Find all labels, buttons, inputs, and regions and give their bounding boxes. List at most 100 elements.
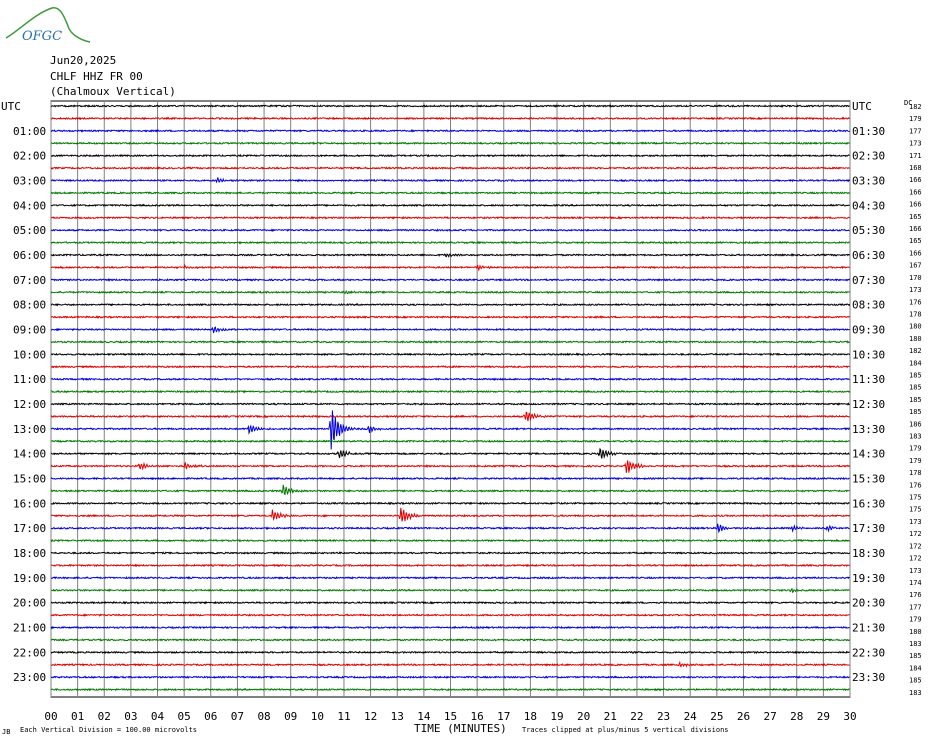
- dc-offset-label: 185: [909, 408, 922, 416]
- dc-label: DC: [904, 99, 912, 107]
- x-axis-title: TIME (MINUTES): [414, 722, 507, 735]
- right-time-label: 04:30: [852, 199, 885, 212]
- left-time-label: 17:00: [13, 522, 46, 535]
- right-time-label: 20:30: [852, 597, 885, 610]
- left-time-label: 06:00: [13, 249, 46, 262]
- x-tick-label: 15: [444, 710, 457, 723]
- right-time-label: 19:30: [852, 572, 885, 585]
- right-time-label: 15:30: [852, 473, 885, 486]
- seismic-trace: [50, 447, 850, 459]
- dc-offset-label: 180: [909, 628, 922, 636]
- seismic-trace: [50, 675, 850, 680]
- x-tick-label: 30: [843, 710, 856, 723]
- seismic-trace: [50, 339, 850, 344]
- x-tick-label: 07: [231, 710, 244, 723]
- left-time-label: 07:00: [13, 274, 46, 287]
- seismic-trace: [50, 501, 850, 506]
- traces: [50, 104, 851, 692]
- seismic-trace: [50, 389, 851, 394]
- right-time-label: 14:30: [852, 448, 885, 461]
- dc-offset-label: 166: [909, 201, 922, 209]
- dc-offset-label: 178: [909, 469, 922, 477]
- location-label: (Chalmoux Vertical): [50, 85, 176, 98]
- right-time-label: 21:30: [852, 622, 885, 635]
- seismic-trace: [51, 315, 850, 319]
- dc-offset-label: 179: [909, 616, 922, 624]
- x-tick-label: 09: [284, 710, 297, 723]
- right-time-label: 18:30: [852, 547, 885, 560]
- right-time-label: 05:30: [852, 224, 885, 237]
- right-time-label: 10:30: [852, 348, 885, 361]
- dc-offset-label: 171: [909, 152, 922, 160]
- seismic-trace: [50, 326, 850, 334]
- dc-offset-label: 183: [909, 640, 922, 648]
- left-time-labels: UTC 01:00 02:00 03:00 04:00 05:00 06:00 07:00 08…: [1, 100, 46, 684]
- left-time-label: 20:00: [13, 597, 46, 610]
- left-time-label: 03:00: [13, 175, 46, 188]
- dc-offset-label: 180: [909, 335, 922, 343]
- x-tick-label: 05: [178, 710, 191, 723]
- seismic-trace: [50, 166, 850, 171]
- seismic-trace: [50, 263, 850, 272]
- seismic-trace: [50, 600, 851, 605]
- seismic-trace: [50, 352, 851, 357]
- seismic-trace: [50, 625, 850, 630]
- dc-offset-label: 185: [909, 652, 922, 660]
- dc-offset-label: 173: [909, 518, 922, 526]
- right-time-label: 16:30: [852, 497, 885, 510]
- right-time-label: 02:30: [852, 150, 885, 163]
- right-time-label: 03:30: [852, 175, 885, 188]
- right-time-label: UTC: [852, 100, 872, 113]
- seismic-trace: [50, 141, 850, 146]
- right-time-label: 01:30: [852, 125, 885, 138]
- dc-offset-label: 179: [909, 457, 922, 465]
- x-tick-label: 21: [604, 710, 617, 723]
- right-time-label: 06:30: [852, 249, 885, 262]
- seismic-trace: [50, 191, 850, 195]
- right-time-label: 07:30: [852, 274, 885, 287]
- x-tick-label: 28: [790, 710, 803, 723]
- dc-offset-label: 185: [909, 396, 922, 404]
- dc-offset-label: 179: [909, 445, 922, 453]
- dc-offset-label: 166: [909, 188, 922, 196]
- dc-offset-label: 184: [909, 359, 922, 367]
- dc-offset-label: 166: [909, 249, 922, 257]
- dc-offset-label: 172: [909, 542, 922, 550]
- seismic-trace: [50, 687, 850, 692]
- dc-offset-label: 182: [909, 347, 922, 355]
- x-tick-label: 19: [550, 710, 563, 723]
- date-label: Jun20,2025: [50, 54, 116, 67]
- dc-offset-labels: 182 179 177 173 171 168 166 166 166 165 166 165 166 1…: [909, 103, 922, 697]
- seismic-trace: [50, 104, 850, 108]
- left-time-label: 18:00: [13, 547, 46, 560]
- dc-offset-label: 170: [909, 274, 922, 282]
- dc-offset-label: 177: [909, 603, 922, 611]
- seismic-trace: [50, 116, 850, 121]
- dc-offset-label: 185: [909, 677, 922, 685]
- dc-offset-label: 168: [909, 164, 922, 172]
- x-tick-label: 04: [151, 710, 165, 723]
- seismic-trace: [50, 253, 850, 258]
- seismic-trace: [50, 538, 850, 543]
- seismic-trace: [50, 289, 850, 295]
- seismic-trace: [50, 128, 850, 133]
- x-tick-label: 08: [257, 710, 270, 723]
- right-time-label: 13:30: [852, 423, 885, 436]
- logo-text: OFGC: [22, 29, 62, 44]
- right-time-labels: UTC 01:30 02:30 03:30 04:30 05:30 06:30 07:30 08…: [852, 100, 885, 684]
- right-time-label: 09:30: [852, 324, 885, 337]
- seismic-trace: [50, 302, 851, 307]
- ofgc-logo: OFGC: [5, 7, 91, 44]
- x-tick-label: 16: [471, 710, 484, 723]
- x-tick-label: 14: [417, 710, 431, 723]
- x-tick-label: 24: [684, 710, 698, 723]
- right-time-label: 11:30: [852, 373, 885, 386]
- dc-offset-label: 179: [909, 115, 922, 123]
- left-time-label: 23:00: [13, 671, 46, 684]
- seismic-trace: [50, 277, 851, 282]
- seismic-trace: [50, 411, 850, 422]
- clip-note: Traces clipped at plus/minus 5 vertical …: [522, 726, 729, 734]
- dc-offset-label: 185: [909, 371, 922, 379]
- seismic-trace: [50, 153, 850, 158]
